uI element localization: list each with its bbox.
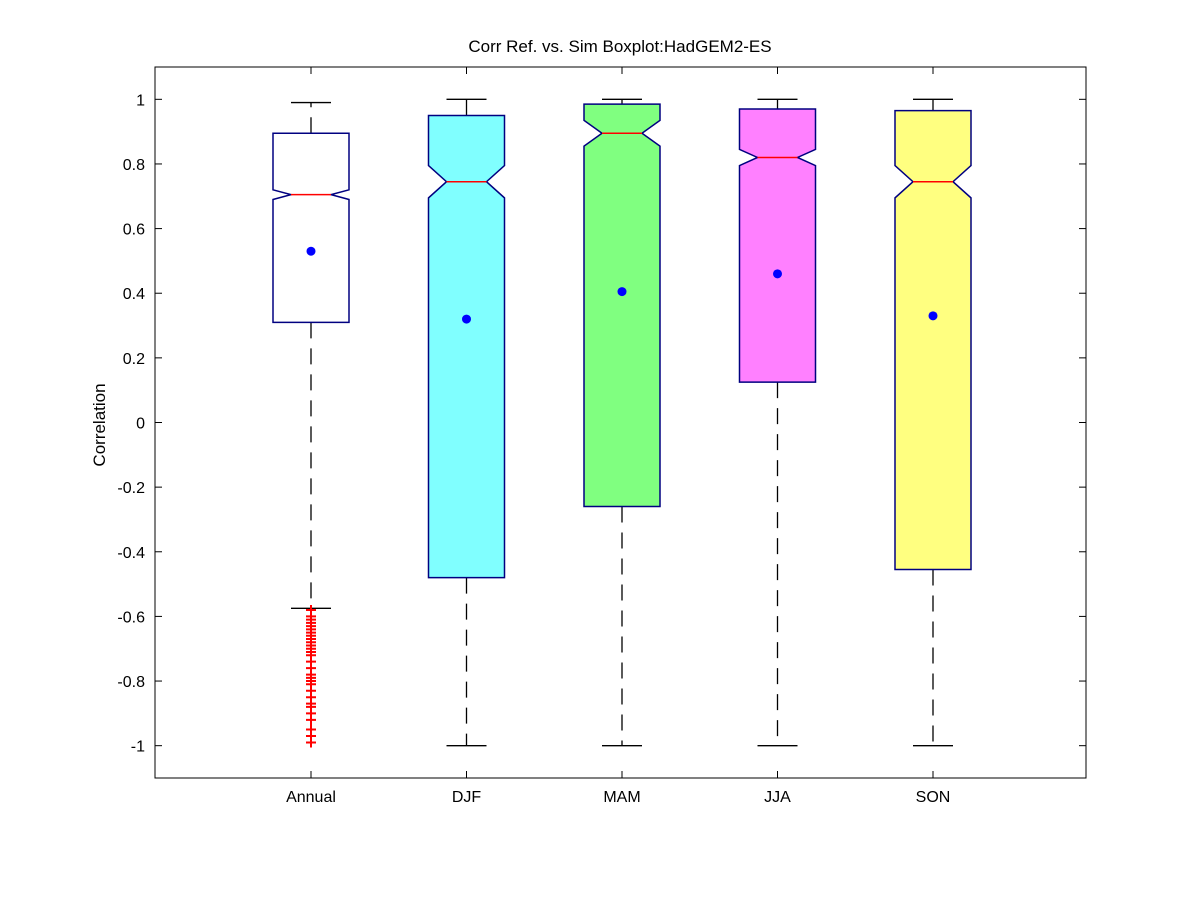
plot-area: 1 0.8 0.6 0.4 0.2 0 -0.2 -0.4 -0.6 -0.8 -1 Annual DJ…	[117, 66, 1087, 806]
y-tick-label: -0.4	[117, 545, 145, 562]
y-tick-label: -0.8	[117, 674, 145, 691]
y-tick-label: 0.6	[123, 222, 145, 239]
y-tick-label: 0	[136, 416, 145, 433]
x-tick-label: DJF	[452, 789, 482, 806]
box-mam	[583, 103, 661, 508]
outlier-marker	[306, 714, 316, 725]
x-tick-label: MAM	[603, 789, 640, 806]
y-tick-label: 0.8	[123, 157, 145, 174]
outlier-marker	[306, 737, 316, 748]
y-tick-label: 0.4	[123, 286, 145, 303]
x-tick-label: JJA	[764, 789, 791, 806]
mean-marker	[773, 269, 782, 279]
mean-marker	[928, 311, 938, 321]
y-tick-label: -0.2	[117, 480, 145, 497]
chart-title: Corr Ref. vs. Sim Boxplot:HadGEM2-ES	[468, 37, 771, 56]
mean-marker	[462, 314, 471, 324]
y-axis-label: Correlation	[90, 383, 109, 466]
mean-marker	[617, 287, 627, 297]
y-tick-label: -0.6	[117, 609, 145, 626]
box-annual	[272, 132, 350, 324]
mean-marker	[306, 246, 316, 256]
x-tick-label: SON	[916, 789, 951, 806]
y-tick-label: 0.2	[123, 351, 145, 368]
x-tick-label: Annual	[286, 789, 336, 806]
y-tick-label: 1	[136, 92, 145, 109]
box-jja	[738, 108, 817, 383]
box-djf	[427, 114, 506, 579]
box-son	[894, 109, 972, 571]
y-tick-label: -1	[131, 739, 145, 756]
